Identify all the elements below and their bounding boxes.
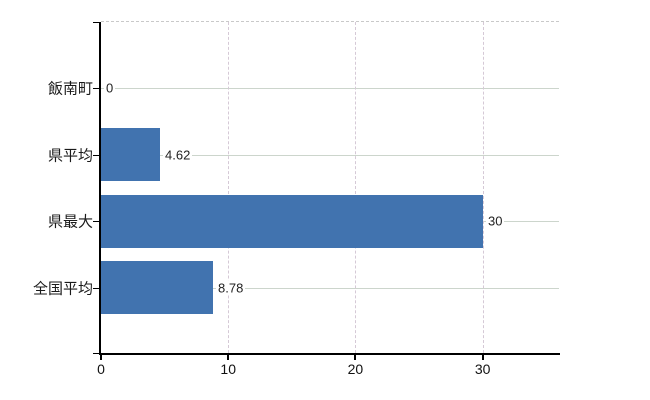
x-tick-label: 20 xyxy=(347,361,364,377)
x-axis-line xyxy=(99,353,560,355)
v-gridline xyxy=(228,22,230,353)
category-label: 全国平均 xyxy=(32,280,93,297)
bar xyxy=(101,261,213,314)
x-tick-label: 10 xyxy=(220,361,237,377)
x-tick xyxy=(354,355,357,360)
y-tick xyxy=(93,353,99,354)
bar xyxy=(101,194,483,248)
bar-value-label: 0 xyxy=(104,80,116,96)
category-label: 飯南町 xyxy=(47,80,93,98)
y-tick xyxy=(93,88,99,89)
h-gridline xyxy=(101,88,559,89)
category-label: 県最大 xyxy=(47,213,93,231)
y-tick xyxy=(93,287,99,289)
bar-value-label: 4.62 xyxy=(163,147,193,162)
y-axis-line xyxy=(99,22,101,355)
h-gridline xyxy=(101,287,559,289)
y-tick xyxy=(93,221,99,222)
bar-value-label: 8.78 xyxy=(216,280,246,295)
v-gridline xyxy=(355,22,357,353)
x-tick-label: 0 xyxy=(97,361,105,377)
x-tick xyxy=(227,355,230,360)
bar xyxy=(101,128,160,181)
y-tick xyxy=(93,154,99,156)
x-tick xyxy=(481,355,484,360)
y-tick xyxy=(93,22,99,23)
bar-value-label: 30 xyxy=(486,213,505,229)
plot-top-border xyxy=(101,21,559,22)
h-gridline xyxy=(101,154,559,156)
category-label: 県平均 xyxy=(47,147,93,164)
x-tick xyxy=(100,355,102,360)
v-gridline xyxy=(482,22,484,353)
x-tick-label: 30 xyxy=(474,361,491,377)
